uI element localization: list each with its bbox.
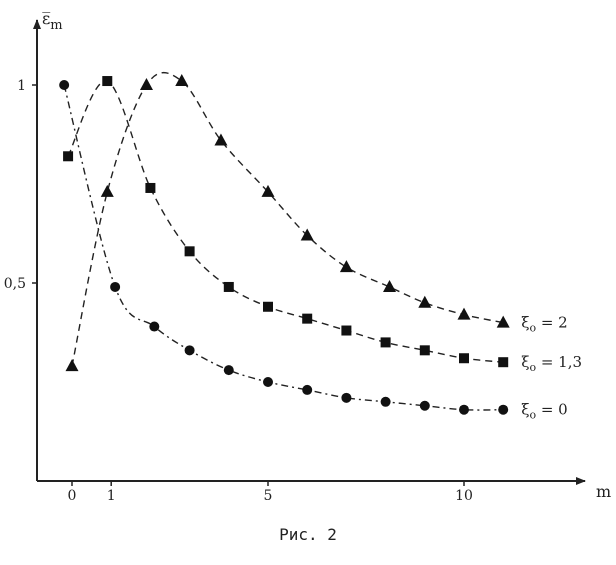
data-point-circle — [149, 321, 160, 332]
data-point-square — [63, 151, 74, 162]
figure-caption: Рис. 2 — [279, 525, 337, 544]
data-point-circle — [498, 404, 509, 415]
data-point-circle — [419, 400, 430, 411]
y-axis-title: ε̅m — [42, 9, 63, 33]
data-point-circle — [59, 80, 70, 90]
series-layer — [59, 71, 510, 415]
series-label-3: ξo = 0 — [521, 401, 568, 422]
data-point-square — [498, 357, 509, 368]
data-point-square — [223, 281, 234, 292]
data-point-square — [419, 345, 430, 356]
data-point-triangle — [261, 184, 275, 197]
data-point-circle — [341, 392, 352, 403]
data-point-circle — [223, 365, 234, 376]
series-label-2: ξo = 1,3 — [521, 353, 582, 374]
x-tick-label: 0 — [68, 488, 77, 504]
data-point-square — [341, 325, 352, 336]
data-point-circle — [302, 384, 313, 395]
x-tick-label: 5 — [264, 488, 273, 504]
data-point-square — [302, 313, 313, 324]
chart: 0 1 5 10 0,5 1 ξo = 2 ξo = 1,3 ξo = 0 ε̅m m — [4, 9, 611, 504]
data-point-triangle — [214, 133, 228, 146]
y-tick-label: 0,5 — [4, 276, 26, 292]
data-point-triangle — [300, 228, 314, 241]
data-point-triangle — [100, 184, 114, 197]
data-point-triangle — [139, 78, 153, 90]
series-line-3 — [63, 84, 504, 411]
data-point-triangle — [418, 295, 432, 308]
data-point-circle — [110, 281, 121, 292]
data-point-triangle — [457, 307, 471, 320]
x-axis-title: m — [596, 482, 611, 501]
data-point-triangle — [65, 359, 79, 372]
ticks-layer: 0 1 5 10 0,5 1 — [4, 78, 473, 504]
data-point-triangle — [339, 260, 353, 273]
data-point-circle — [459, 404, 469, 415]
series-label-1: ξo = 2 — [521, 314, 568, 335]
data-point-circle — [380, 396, 391, 407]
data-point-square — [184, 246, 195, 257]
data-point-triangle — [175, 74, 189, 87]
data-point-square — [459, 353, 469, 364]
x-tick-label: 10 — [455, 488, 473, 504]
data-point-square — [145, 182, 156, 193]
data-point-circle — [184, 345, 195, 356]
data-point-square — [380, 337, 391, 348]
data-point-triangle — [383, 279, 397, 292]
y-tick-label: 1 — [17, 78, 26, 94]
data-point-triangle — [496, 315, 510, 328]
data-point-square — [102, 76, 113, 87]
data-point-square — [263, 301, 273, 312]
x-tick-label: 1 — [107, 488, 116, 504]
labels-layer: ξo = 2 ξo = 1,3 ξo = 0 — [521, 314, 582, 422]
series-line-2 — [67, 80, 504, 363]
data-point-circle — [263, 377, 273, 387]
series-line-1 — [71, 71, 504, 367]
